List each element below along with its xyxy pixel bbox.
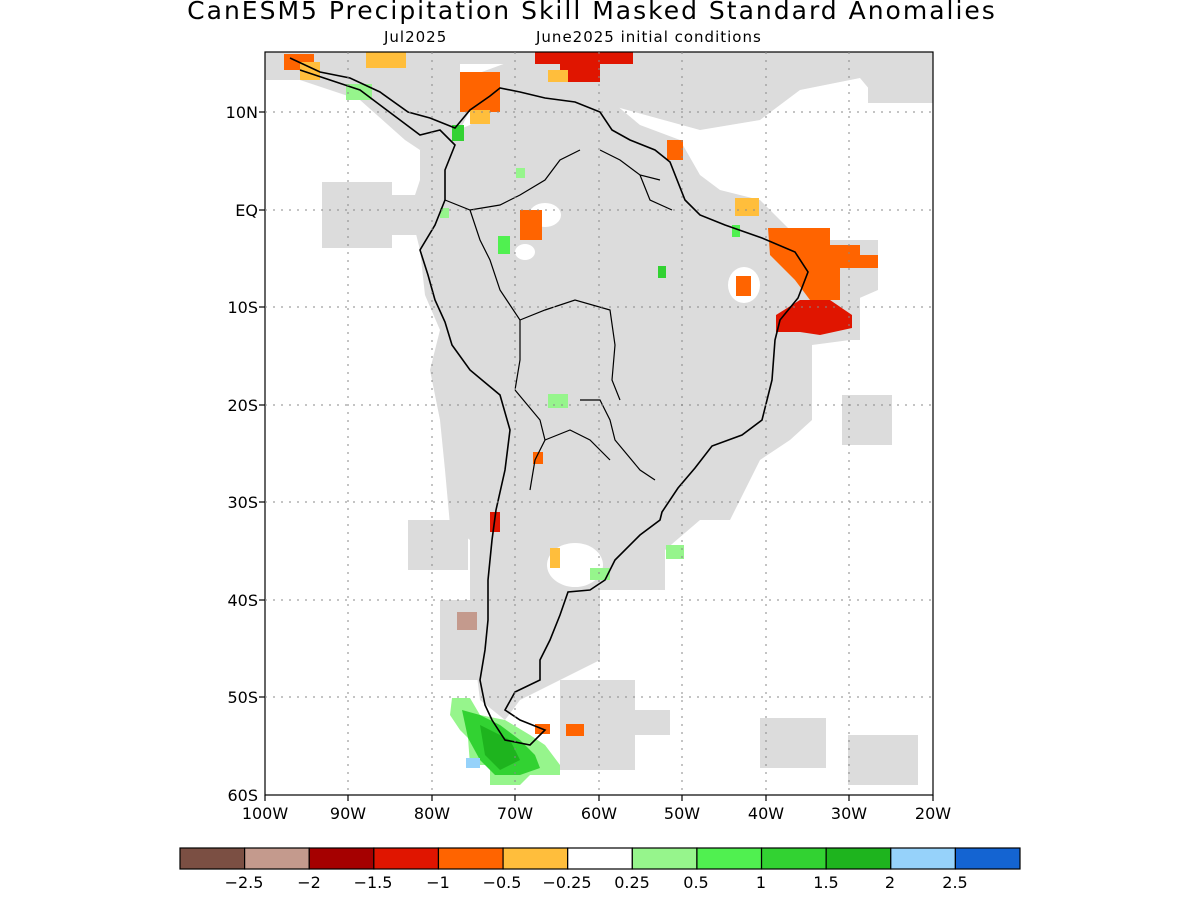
initial-conditions-label: June2025 initial conditions [536,28,762,46]
target-month-label: Jul2025 [384,28,448,46]
colorbar [179,847,1021,870]
lon-label: 80W [414,804,450,823]
latitude-labels: 10N EQ 10S 20S 30S 40S 50S 60S [226,103,258,805]
colorbar-box [825,847,892,870]
colorbar-tick-label: −2 [297,873,321,892]
colorbar-tick-label: −1 [426,873,450,892]
colorbar-tick-label: 0.5 [683,873,708,892]
colorbar-box [631,847,698,870]
colorbar-box [308,847,375,870]
colorbar-tick-label: 0.25 [614,873,650,892]
country-borders [444,149,673,491]
lat-label: 10N [226,103,258,122]
colorbar-box [373,847,440,870]
lon-label: 90W [330,804,366,823]
lat-label: 50S [227,688,258,707]
lat-label: 40S [227,591,258,610]
colorbar-box [760,847,827,870]
colorbar-box [954,847,1021,870]
colorbar-tick-label: −0.25 [542,873,591,892]
lon-label: 60W [581,804,617,823]
colorbar-box [502,847,569,870]
lon-label: 30W [831,804,867,823]
lon-label: 20W [915,804,951,823]
colorbar-tick-label: −1.5 [354,873,393,892]
map-layers [265,52,933,785]
colorbar-tick-label: 1.5 [813,873,838,892]
colorbar-tick-label: −2.5 [225,873,264,892]
lat-label: 60S [227,786,258,805]
colorbar-tick-label: 2 [885,873,895,892]
colorbar-tick-label: 2.5 [942,873,967,892]
axis-ticks [259,111,934,801]
colorbar-box [244,847,310,870]
colorbar-box [696,847,763,870]
lat-label: 10S [227,298,258,317]
longitude-labels: 100W 90W 80W 70W 60W 50W 40W 30W 20W [242,804,951,823]
coastlines [289,57,809,746]
colorbar-tick-label: −0.5 [483,873,522,892]
skill-mask-area [265,52,933,785]
colorbar-box [437,847,504,870]
lon-label: 40W [748,804,784,823]
colorbar-box [567,847,633,870]
colorbar-labels: −2.5 −2 −1.5 −1 −0.5 −0.25 0.25 0.5 1 1.… [225,873,968,892]
lat-label: EQ [235,201,258,220]
colorbar-box [179,847,246,870]
colorbar-box [890,847,956,870]
anomaly-patches [284,52,878,785]
lat-label: 30S [227,493,258,512]
map-title: CanESM5 Precipitation Skill Masked Stand… [187,0,997,25]
lat-label: 20S [227,396,258,415]
colorbar-tick-label: 1 [756,873,766,892]
lon-label: 100W [242,804,289,823]
lon-label: 50W [664,804,700,823]
lon-label: 70W [497,804,533,823]
